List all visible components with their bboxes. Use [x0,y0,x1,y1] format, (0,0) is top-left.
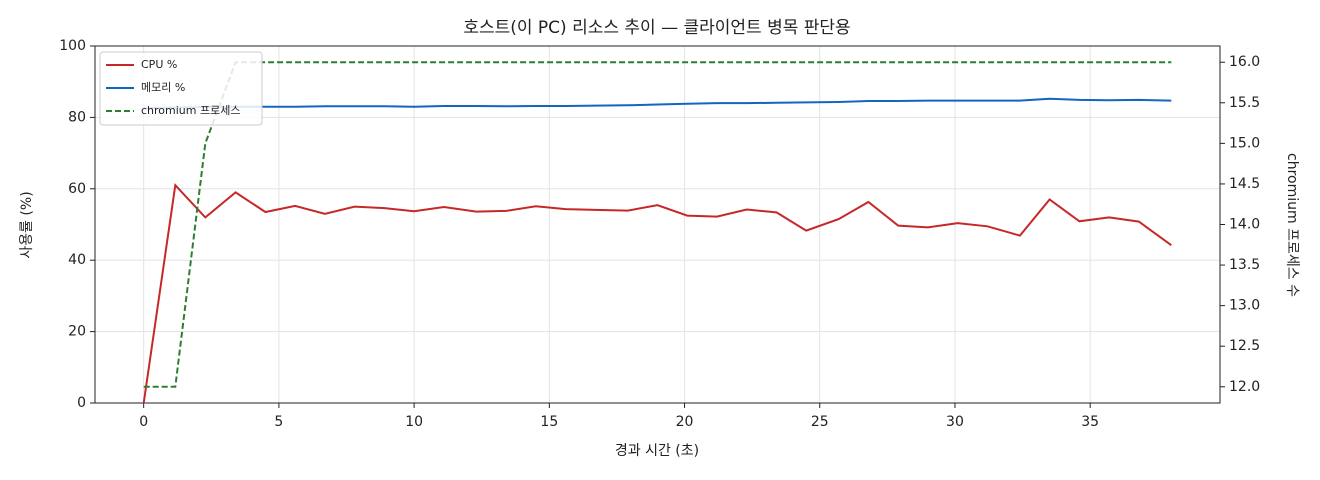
y-tick-label: 60 [68,181,86,197]
legend-label: chromium 프로세스 [141,104,240,117]
series-line [143,61,1172,388]
x-tick-label: 20 [676,414,694,430]
legend-box [99,51,263,126]
x-tick-label: 30 [946,414,964,430]
y2-tick-label: 13.5 [1229,257,1260,273]
y-tick-label: 40 [68,252,86,268]
x-tick-label: 10 [405,414,423,430]
legend-label: 메모리 % [141,81,185,94]
y-axis-label: 사용률 (%) [19,191,35,258]
y2-tick-label: 13.0 [1229,298,1260,314]
x-tick-label: 15 [540,414,558,430]
y2-tick-label: 16.0 [1229,54,1260,70]
x-tick-label: 25 [811,414,829,430]
legend-label: CPU % [141,58,177,71]
y-tick-label: 0 [77,395,86,411]
y2-tick-label: 15.0 [1229,135,1260,151]
plot-frame [94,45,1221,404]
series-line [142,182,1172,404]
y2-axis-label: chromium 프로세스 수 [1284,153,1300,297]
y2-tick-label: 14.0 [1229,217,1260,233]
y-tick-label: 100 [59,38,86,54]
y2-tick-label: 12.0 [1229,379,1260,395]
series-line [143,97,1172,110]
x-axis-label: 경과 시간 (초) [615,443,699,459]
y2-tick-label: 12.5 [1229,338,1260,354]
y2-tick-label: 15.5 [1229,95,1260,111]
x-tick-label: 0 [139,414,148,430]
y-tick-label: 20 [68,324,86,340]
x-tick-label: 5 [274,414,283,430]
y-tick-label: 80 [68,109,86,125]
y2-tick-label: 14.5 [1229,176,1260,192]
x-tick-label: 35 [1081,414,1099,430]
chart-title: 호스트(이 PC) 리소스 추이 — 클라이언트 병목 판단용 [463,18,850,38]
legend: CPU % 메모리 % chromium 프로세스 [99,51,263,126]
